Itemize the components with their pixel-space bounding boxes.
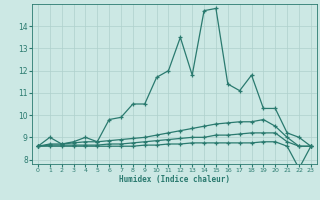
X-axis label: Humidex (Indice chaleur): Humidex (Indice chaleur) bbox=[119, 175, 230, 184]
